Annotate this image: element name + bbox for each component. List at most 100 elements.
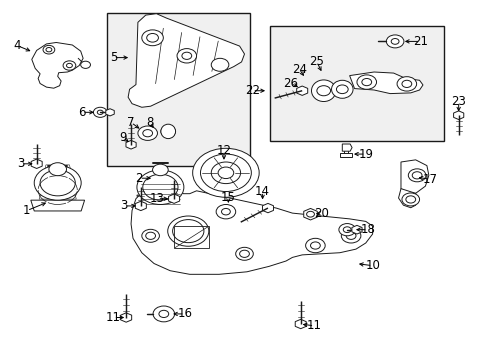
Text: 11: 11 xyxy=(106,311,121,324)
Polygon shape xyxy=(295,319,305,329)
Circle shape xyxy=(316,86,330,96)
Polygon shape xyxy=(31,159,42,168)
Circle shape xyxy=(46,48,52,52)
Circle shape xyxy=(81,61,90,68)
Circle shape xyxy=(396,77,416,91)
Text: 21: 21 xyxy=(412,35,427,48)
Circle shape xyxy=(235,247,253,260)
Circle shape xyxy=(407,169,425,182)
Polygon shape xyxy=(137,195,183,206)
Circle shape xyxy=(152,164,168,176)
Circle shape xyxy=(161,126,175,137)
Circle shape xyxy=(390,39,398,44)
Text: 15: 15 xyxy=(221,191,235,204)
Circle shape xyxy=(218,167,233,179)
Text: 16: 16 xyxy=(177,307,192,320)
Polygon shape xyxy=(400,160,428,193)
Polygon shape xyxy=(262,203,273,213)
Circle shape xyxy=(336,85,347,94)
Polygon shape xyxy=(126,140,136,149)
Circle shape xyxy=(401,80,411,87)
Polygon shape xyxy=(128,14,244,107)
Text: 12: 12 xyxy=(216,144,231,157)
Circle shape xyxy=(356,75,376,89)
Circle shape xyxy=(142,30,163,46)
Polygon shape xyxy=(39,195,76,199)
Text: 17: 17 xyxy=(422,173,437,186)
Text: 25: 25 xyxy=(309,55,324,68)
Text: 24: 24 xyxy=(291,63,306,76)
Text: 13: 13 xyxy=(150,192,164,205)
Text: 20: 20 xyxy=(314,207,328,220)
Text: 19: 19 xyxy=(358,148,372,161)
Polygon shape xyxy=(32,42,83,88)
Circle shape xyxy=(401,193,419,206)
Circle shape xyxy=(343,227,350,233)
Text: 26: 26 xyxy=(283,77,298,90)
Polygon shape xyxy=(303,208,317,220)
Circle shape xyxy=(341,229,360,243)
Circle shape xyxy=(142,174,178,200)
Circle shape xyxy=(211,162,240,184)
Polygon shape xyxy=(40,190,75,194)
Text: 5: 5 xyxy=(109,51,117,64)
Bar xyxy=(106,13,250,166)
Circle shape xyxy=(43,45,55,54)
Polygon shape xyxy=(135,201,146,211)
Polygon shape xyxy=(349,72,422,94)
Circle shape xyxy=(361,78,371,86)
Text: 2: 2 xyxy=(135,172,143,185)
Circle shape xyxy=(97,110,103,114)
Circle shape xyxy=(182,52,191,59)
Circle shape xyxy=(200,154,251,192)
Polygon shape xyxy=(43,175,72,179)
Text: 14: 14 xyxy=(255,185,269,198)
Polygon shape xyxy=(398,189,415,208)
Text: 4: 4 xyxy=(14,39,21,52)
Circle shape xyxy=(192,148,259,197)
Circle shape xyxy=(216,204,235,219)
Polygon shape xyxy=(131,191,372,274)
Polygon shape xyxy=(453,111,463,120)
Text: 6: 6 xyxy=(78,106,86,119)
Text: 22: 22 xyxy=(244,84,259,97)
Polygon shape xyxy=(42,180,73,184)
Circle shape xyxy=(386,35,403,48)
Circle shape xyxy=(142,229,159,242)
Circle shape xyxy=(34,166,81,200)
Text: 7: 7 xyxy=(127,116,135,129)
Circle shape xyxy=(93,107,107,117)
Circle shape xyxy=(66,63,72,68)
Circle shape xyxy=(411,172,421,179)
Text: 9: 9 xyxy=(119,131,127,144)
Text: 3: 3 xyxy=(120,199,128,212)
Circle shape xyxy=(142,130,152,137)
Polygon shape xyxy=(351,225,361,234)
Polygon shape xyxy=(168,194,179,203)
Circle shape xyxy=(305,238,325,253)
Ellipse shape xyxy=(331,80,352,98)
Polygon shape xyxy=(296,86,307,95)
Ellipse shape xyxy=(311,80,335,102)
Text: 3: 3 xyxy=(17,157,25,170)
Polygon shape xyxy=(105,109,114,116)
Text: 23: 23 xyxy=(450,95,465,108)
Circle shape xyxy=(338,224,355,236)
Bar xyxy=(173,226,208,248)
Circle shape xyxy=(63,61,76,70)
Circle shape xyxy=(172,220,203,243)
Polygon shape xyxy=(342,144,351,151)
Circle shape xyxy=(146,33,158,42)
Polygon shape xyxy=(31,200,84,211)
Ellipse shape xyxy=(161,124,175,139)
Text: 10: 10 xyxy=(365,259,379,272)
Polygon shape xyxy=(121,313,131,322)
Circle shape xyxy=(346,232,355,239)
Circle shape xyxy=(167,216,208,246)
Circle shape xyxy=(310,242,320,249)
Circle shape xyxy=(49,163,66,176)
Circle shape xyxy=(221,208,230,215)
Circle shape xyxy=(211,58,228,71)
Text: 1: 1 xyxy=(23,204,31,217)
Polygon shape xyxy=(41,185,74,189)
